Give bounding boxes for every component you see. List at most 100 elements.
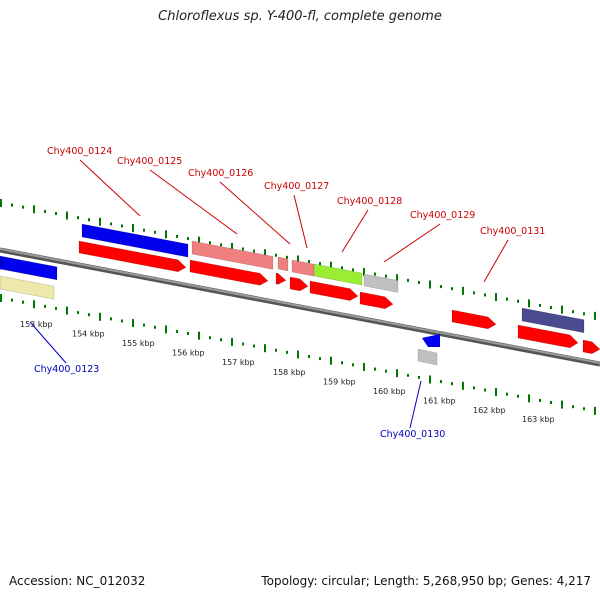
lower-track-dash [319,357,321,361]
lower-track-dash [506,392,508,396]
lower-track-dash [539,398,541,402]
upper-track-dash [220,243,222,247]
upper-track-dash [495,293,497,302]
lower-track-dash [308,355,310,359]
cds-arrow-left [0,258,6,270]
lower-track-dash [55,306,57,310]
lower-track-dash [385,369,387,373]
gene-bar-khaki [0,275,55,300]
upper-track-dash [484,293,486,297]
cds-arrow [189,259,269,286]
cds-arrow [517,324,579,349]
upper-track-dash [121,224,123,228]
lower-track-dash [33,300,35,309]
callout-line [483,239,509,283]
tick-label: 162 kbp [473,406,506,415]
upper-track-dash [55,211,57,215]
upper-track-dash [11,203,13,207]
upper-track-dash [198,236,200,245]
upper-track-dash [451,287,453,291]
gene-label-top: Chy400_0125 [117,156,182,167]
accession-text: Accession: NC_012032 [9,574,146,588]
cds-arrow [359,291,394,310]
upper-track-dash [396,274,398,283]
lower-track-dash [440,380,442,384]
cds-arrow [451,309,497,330]
upper-track-dash [319,262,321,266]
gene-features [0,223,600,366]
gene-bar-0130 [422,334,440,347]
tick-label: 154 kbp [72,330,105,339]
upper-track-dash [429,280,431,289]
upper-track-dash [286,255,288,259]
upper-track-dash [363,267,365,276]
lower-track-dash [154,325,156,329]
upper-track-dash [583,312,585,316]
lower-track-dash [396,369,398,378]
cds-arrow [78,240,187,273]
gene-label-top: Chy400_0127 [264,181,329,192]
lower-track-dash [209,336,211,340]
lower-track-dash [352,363,354,367]
lower-track-dash [418,375,420,379]
lower-track-dash [572,405,574,409]
upper-track-dash [341,266,343,270]
gene-label-top: Chy400_0128 [337,196,402,207]
upper-track-dash [143,228,145,232]
lower-dotted-track [0,294,596,415]
lower-track-dash [561,400,563,409]
upper-track-dash [99,217,101,226]
upper-track-dash [407,278,409,282]
upper-track-dash [253,249,255,253]
lower-track-dash [264,344,266,353]
upper-track-dash [209,241,211,245]
upper-track-dash [594,311,596,320]
upper-track-dash [308,260,310,264]
tick-label: 161 kbp [423,396,456,405]
upper-track-dash [561,305,563,314]
upper-track-dash [264,249,266,258]
lower-track-dash [22,300,24,304]
cds-arrow [582,339,600,354]
upper-track-dash [440,285,442,289]
lower-track-dash [341,361,343,365]
upper-track-dash [330,261,332,270]
lower-track-dash [407,373,409,377]
upper-track-dash [374,272,376,276]
gene-bar-0129 [363,273,399,293]
genome-backbone [0,247,600,367]
lower-track-dash [77,311,79,315]
callout-line [219,181,291,245]
gene-bar-grey [417,348,438,366]
lower-track-dash [165,325,167,334]
lower-track-dash [484,388,486,392]
upper-dotted-track [0,199,596,320]
callout-line [29,321,67,364]
upper-track-dash [66,211,68,220]
lower-track-dash [99,312,101,321]
gene-bar-0126 [277,256,289,272]
lower-track-dash [594,406,596,415]
genome-summary-text: Topology: circular; Length: 5,268,950 bp… [261,574,591,588]
callout-line [149,169,238,235]
tick-label: 157 kbp [222,358,255,367]
upper-track-dash [22,205,24,209]
upper-track-dash [231,242,233,251]
upper-track-dash [110,222,112,226]
tick-label: 158 kbp [273,368,306,377]
upper-track-dash [473,291,475,295]
upper-track-dash [275,253,277,257]
lower-track-dash [286,350,288,354]
upper-track-dash [44,209,46,213]
lower-track-dash [550,401,552,404]
lower-track-dash [110,317,112,321]
lower-track-dash [583,407,585,411]
upper-track-dash [506,297,508,301]
gene-label-top: Chy400_0124 [47,146,112,157]
position-ticks: 153 kbp 154 kbp 155 kbp 156 kbp 157 kbp 158 k… [20,320,555,424]
lower-track-dash [88,313,90,317]
upper-track-dash [418,280,420,284]
lower-track-dash [121,319,123,323]
upper-track-dash [539,303,541,307]
